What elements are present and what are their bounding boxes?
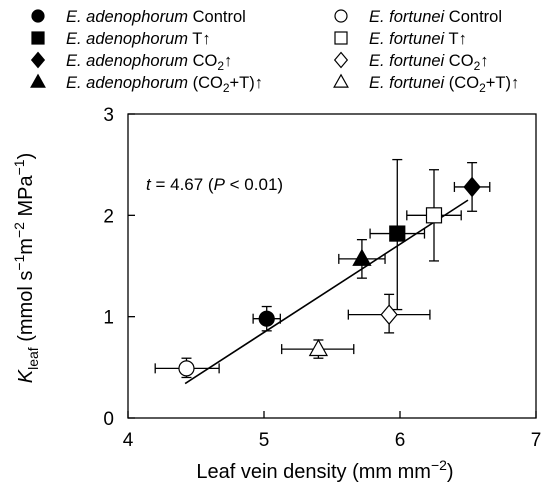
legend-marker [31, 31, 45, 45]
data-point-group [453, 161, 491, 212]
x-axis-label: Leaf vein density (mm mm−2) [196, 457, 453, 483]
legend-marker [333, 73, 349, 88]
x-tick-label: 5 [259, 430, 270, 451]
t-test-annotation: t = 4.67 (P < 0.01) [146, 175, 283, 194]
y-tick-label: 0 [103, 409, 114, 430]
legend-item: E. fortunei T↑ [334, 30, 467, 48]
x-tick-label: 4 [123, 430, 134, 451]
legend: E. adenophorum Control E. fortunei Contro… [30, 8, 519, 95]
y-tick-label: 1 [103, 308, 114, 329]
legend-marker [333, 51, 349, 69]
data-point-group [406, 169, 462, 262]
legend-label: E. adenophorum CO2↑ [66, 52, 232, 73]
legend-marker [334, 9, 348, 23]
plot-frame [127, 113, 537, 419]
data-point [463, 176, 481, 198]
data-point [425, 207, 443, 224]
y-axis-ticks: 0 1 2 3 [103, 105, 135, 430]
data-point-group [347, 293, 431, 334]
legend-item: E. adenophorum Control [31, 8, 246, 26]
data-point-group [252, 305, 281, 332]
legend-marker [31, 9, 45, 23]
legend-marker [334, 31, 348, 45]
legend-item: E. adenophorum T↑ [31, 30, 211, 48]
legend-marker [30, 73, 46, 88]
legend-item: E. adenophorum (CO2+T)↑ [30, 73, 263, 95]
legend-item: E. fortunei (CO2+T)↑ [333, 73, 519, 95]
legend-item: E. fortunei Control [334, 8, 502, 26]
legend-item: E. adenophorum CO2↑ [30, 51, 232, 73]
legend-label: E. fortunei T↑ [369, 30, 467, 48]
data-point-group [369, 158, 426, 311]
plot-area [127, 113, 537, 419]
data-point [178, 360, 195, 377]
legend-item: E. fortunei CO2↑ [333, 51, 489, 73]
x-tick-label: 6 [395, 430, 406, 451]
data-point-group [338, 239, 386, 279]
x-axis-ticks: 4 5 6 7 [123, 411, 542, 451]
y-tick-label: 3 [103, 105, 114, 126]
data-point [258, 310, 275, 327]
data-point [389, 225, 406, 242]
legend-label: E. adenophorum T↑ [66, 30, 211, 48]
legend-label: E. adenophorum (CO2+T)↑ [66, 74, 263, 95]
legend-label: E. adenophorum Control [66, 8, 246, 26]
data-point-group [281, 338, 355, 359]
data-point [352, 248, 372, 266]
legend-marker [30, 51, 46, 69]
y-axis-label: Kleaf (mmol s−1m−2 MPa−1) [11, 153, 41, 384]
y-tick-label: 2 [103, 206, 114, 227]
data-point-group [154, 357, 220, 379]
legend-label: E. fortunei CO2↑ [369, 52, 489, 73]
data-point [308, 338, 329, 357]
legend-label: E. fortunei Control [369, 8, 502, 26]
x-tick-label: 7 [531, 430, 542, 451]
data-point [380, 304, 398, 325]
legend-label: E. fortunei (CO2+T)↑ [369, 74, 519, 95]
regression-line [184, 199, 469, 385]
